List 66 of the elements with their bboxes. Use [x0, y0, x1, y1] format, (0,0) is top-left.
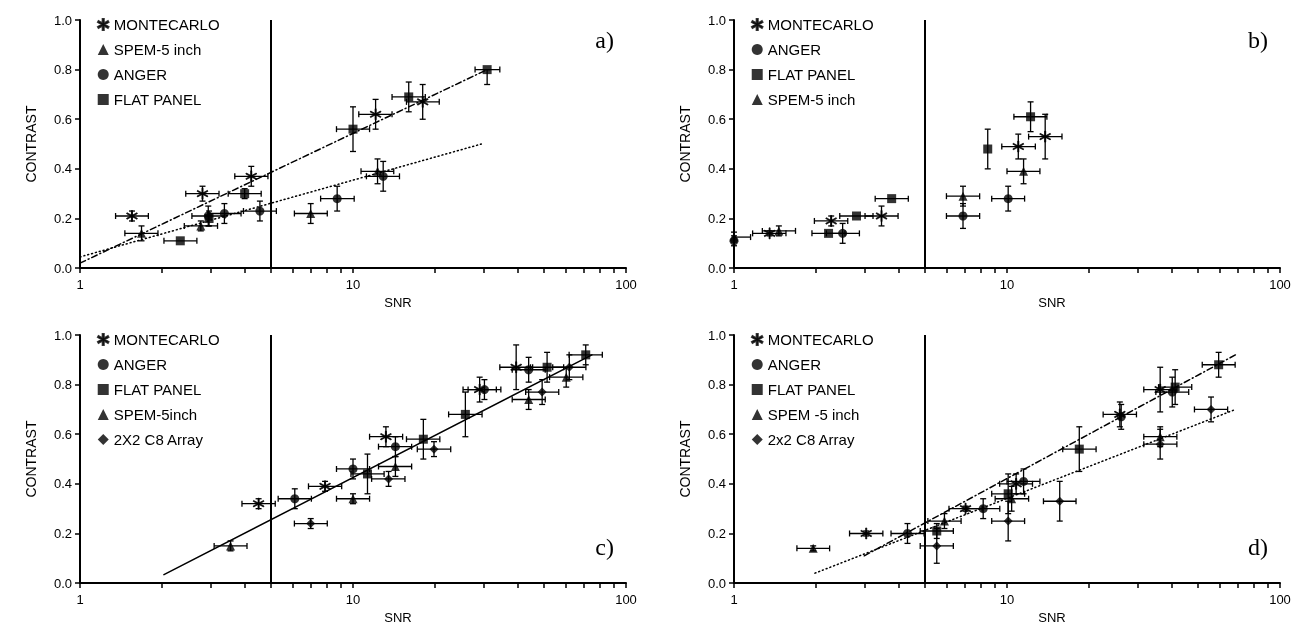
legend-label: FLAT PANEL [113, 91, 202, 108]
y-tick-label: 0.2 [53, 525, 72, 541]
legend-label: SPEM-5inch [113, 406, 198, 423]
legend-label: ANGER [767, 356, 822, 373]
y-tick-label: 0.8 [707, 62, 726, 78]
y-tick-label: 0.2 [53, 210, 72, 226]
y-tick-label: 0.8 [707, 377, 726, 393]
legend-label: MONTECARLO [767, 16, 874, 33]
x-tick-label: 1 [730, 277, 738, 293]
y-axis-title: CONTRAST [677, 420, 693, 498]
x-tick-label: 1 [76, 592, 84, 608]
x-axis-title: SNR [1038, 295, 1066, 310]
x-tick-label: 1 [730, 592, 738, 608]
y-tick-label: 0.0 [53, 260, 72, 276]
y-tick-label: 0.2 [707, 525, 726, 541]
y-tick-label: 0.6 [707, 111, 726, 127]
y-tick-label: 0.4 [53, 476, 72, 492]
y-tick-label: 0.0 [707, 575, 726, 591]
x-tick-label: 100 [1269, 277, 1291, 293]
x-tick-label: 10 [345, 592, 361, 608]
y-tick-label: 1.0 [707, 12, 726, 28]
legend-label: ANGER [113, 66, 168, 83]
y-tick-label: 1.0 [53, 327, 72, 343]
legend-label: SPEM-5 inch [767, 91, 856, 108]
y-tick-label: 1.0 [53, 12, 72, 28]
legend-label: MONTECARLO [113, 331, 220, 348]
y-tick-label: 0.8 [53, 62, 72, 78]
x-tick-label: 100 [615, 277, 637, 293]
x-axis-title: SNR [1038, 610, 1066, 625]
x-tick-label: 10 [999, 277, 1015, 293]
annotation: b) [1248, 27, 1269, 53]
x-tick-label: 1 [76, 277, 84, 293]
annotation: a) [595, 27, 615, 53]
y-tick-label: 1.0 [707, 327, 726, 343]
legend-label: ANGER [113, 356, 168, 373]
y-tick-label: 0.8 [53, 377, 72, 393]
legend-label: 2X2 C8 Array [113, 431, 204, 448]
legend-label: SPEM-5 inch [113, 41, 202, 58]
legend-label: FLAT PANEL [767, 381, 856, 398]
legend-label: ANGER [767, 41, 822, 58]
x-axis-title: SNR [384, 295, 412, 310]
legend-label: SPEM -5 inch [767, 406, 860, 423]
y-axis-title: CONTRAST [23, 420, 39, 498]
y-tick-label: 0.6 [53, 111, 72, 127]
y-tick-label: 0.0 [707, 260, 726, 276]
x-tick-label: 100 [1269, 592, 1291, 608]
legend-label: MONTECARLO [767, 331, 874, 348]
annotation: d) [1248, 534, 1269, 560]
legend-label: 2x2 C8 Array [767, 431, 855, 448]
y-tick-label: 0.2 [707, 210, 726, 226]
x-tick-label: 10 [999, 592, 1015, 608]
legend-label: FLAT PANEL [113, 381, 202, 398]
y-tick-label: 0.0 [53, 575, 72, 591]
y-tick-label: 0.4 [707, 476, 726, 492]
x-axis-title: SNR [384, 610, 412, 625]
y-tick-label: 0.4 [707, 161, 726, 177]
x-tick-label: 100 [615, 592, 637, 608]
y-tick-label: 0.4 [53, 161, 72, 177]
y-axis-title: CONTRAST [677, 105, 693, 183]
y-tick-label: 0.6 [707, 426, 726, 442]
x-tick-label: 10 [345, 277, 361, 293]
y-tick-label: 0.6 [53, 426, 72, 442]
legend-label: FLAT PANEL [767, 66, 856, 83]
annotation: c) [595, 534, 615, 560]
legend-label: MONTECARLO [113, 16, 220, 33]
y-axis-title: CONTRAST [23, 105, 39, 183]
